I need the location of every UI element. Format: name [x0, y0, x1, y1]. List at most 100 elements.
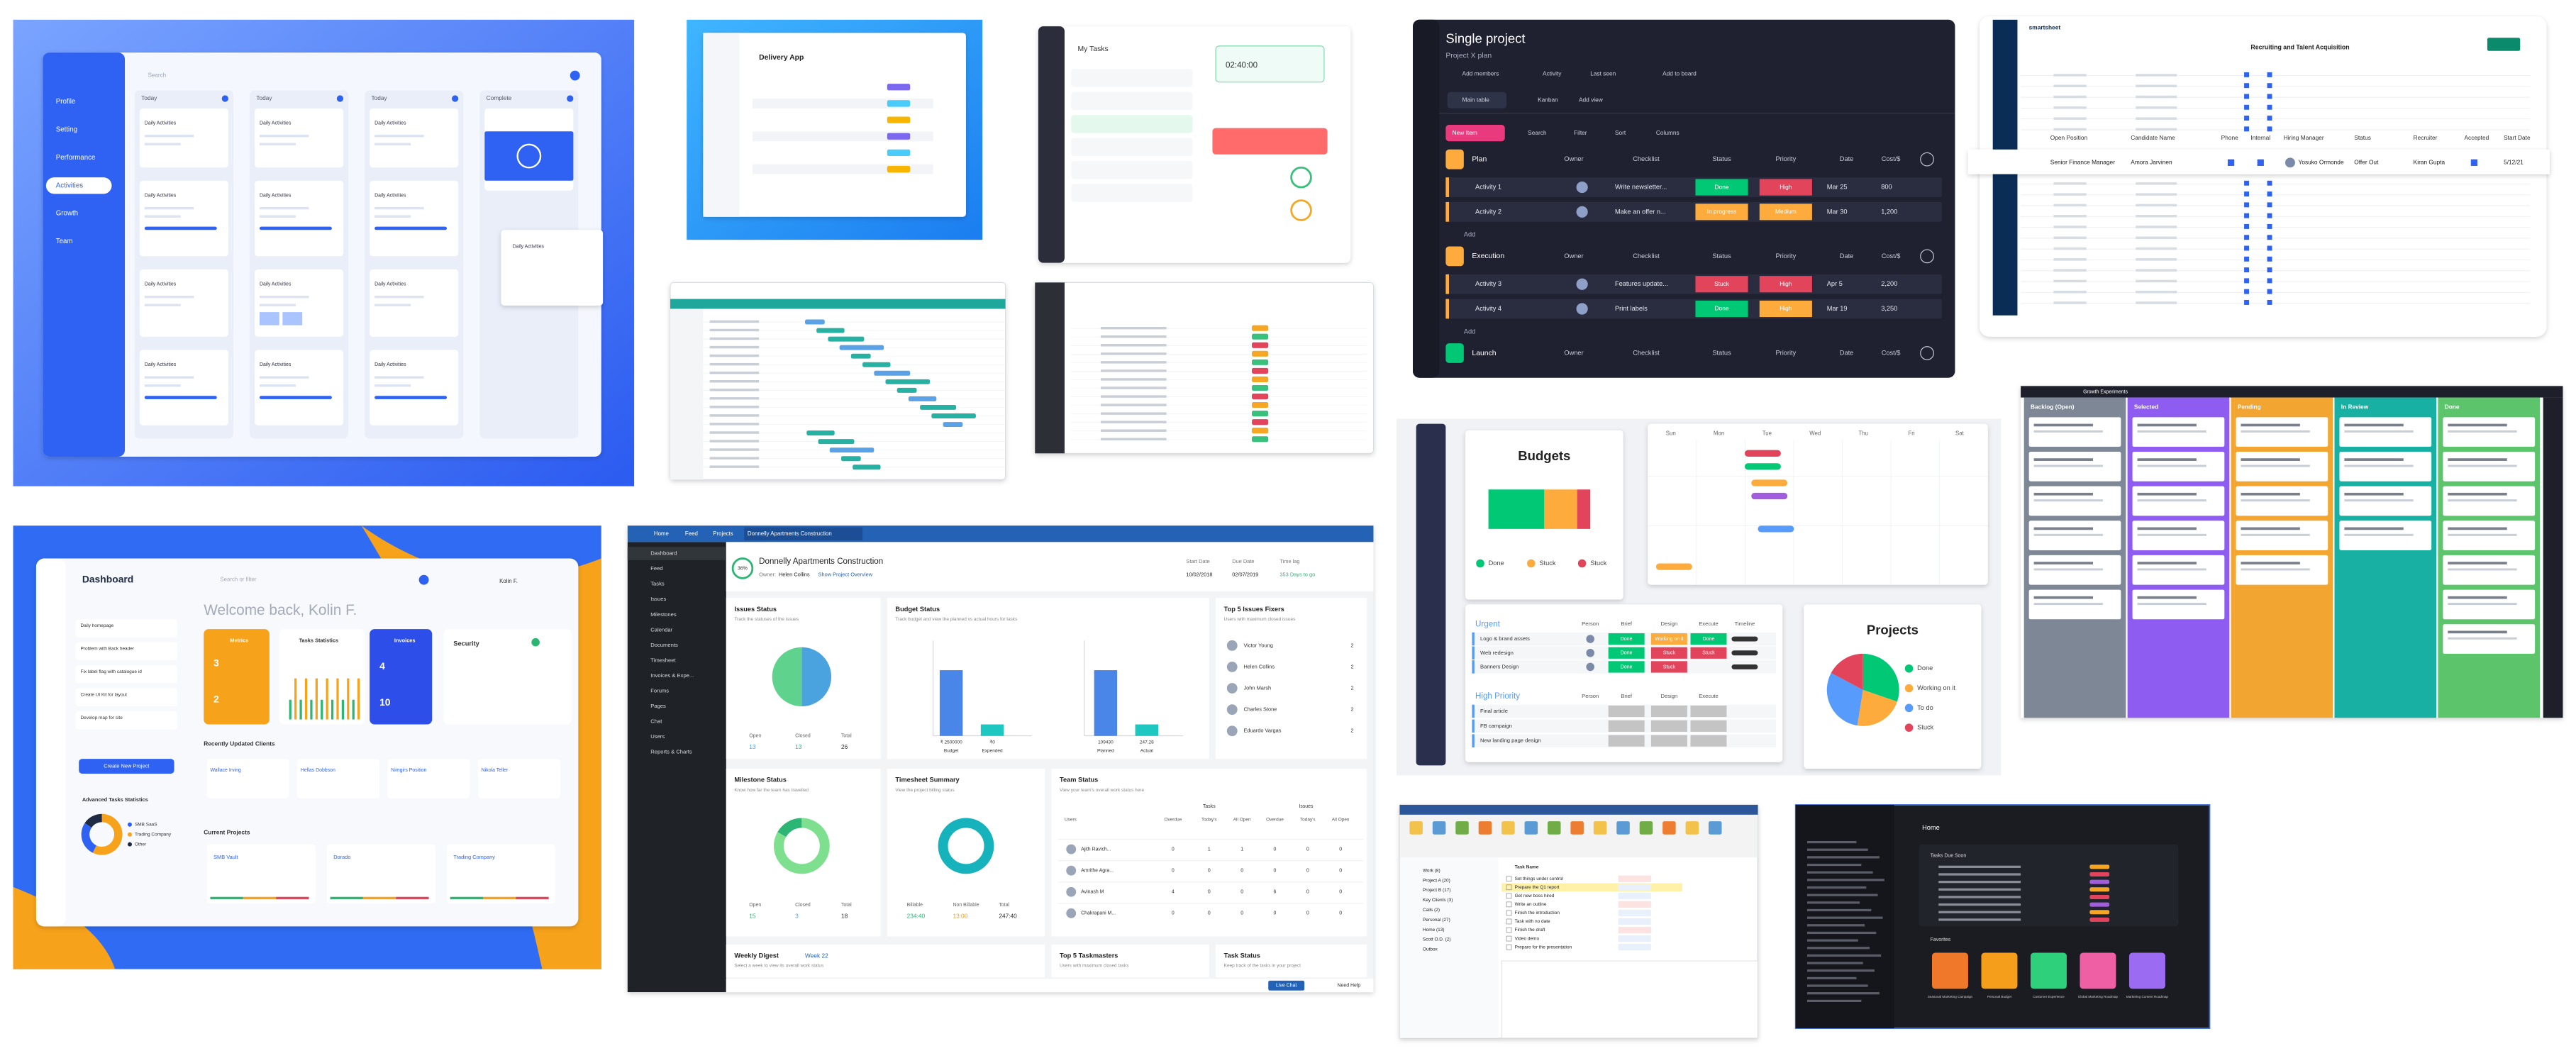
column-header: Execute — [1699, 693, 1719, 699]
menu-item[interactable]: Issues — [650, 596, 666, 602]
cell-placeholder — [2136, 128, 2177, 131]
cell: 0 — [1208, 911, 1211, 916]
help-link[interactable]: Need Help — [1337, 984, 1360, 989]
chat-button[interactable] — [1268, 980, 1305, 991]
nav-item[interactable]: Projects — [713, 530, 733, 537]
action[interactable]: Search — [1528, 129, 1547, 136]
menu-item[interactable]: Documents — [650, 642, 678, 648]
folder: Project A (20) — [1423, 878, 1450, 883]
chart-bar — [347, 678, 350, 720]
checkbox — [2244, 72, 2250, 77]
toolbar-item[interactable]: Add to board — [1662, 69, 1697, 77]
card-subtitle: Users with maximum closed issues — [1224, 617, 1296, 622]
action[interactable]: Columns — [1656, 129, 1680, 136]
menu-item[interactable]: Team — [56, 238, 73, 245]
button-label[interactable]: Live Chat — [1276, 984, 1297, 989]
task-row — [1071, 138, 1193, 157]
card-line — [2241, 464, 2310, 467]
status-cell — [1690, 647, 1727, 659]
empty-cell — [1650, 705, 1687, 718]
new-item-button[interactable] — [1445, 125, 1505, 142]
nav-placeholder — [1806, 931, 1877, 935]
menu-item[interactable]: Setting — [56, 126, 77, 134]
add-row[interactable]: Add — [1464, 231, 1475, 238]
pie-slice — [772, 647, 802, 707]
avatar — [1226, 704, 1238, 716]
create-button[interactable] — [79, 759, 174, 774]
status-cell — [1650, 633, 1687, 645]
view-tab[interactable]: Kanban — [1538, 96, 1558, 104]
menu-item[interactable]: Growth — [56, 210, 78, 218]
card-line — [2344, 527, 2404, 530]
table-row — [1445, 201, 1942, 222]
cell-placeholder — [2053, 236, 2087, 240]
card-line — [2241, 562, 2300, 564]
action[interactable]: Sort — [1615, 129, 1626, 136]
menu-item[interactable]: Reports & Charts — [650, 749, 692, 755]
menu-item[interactable]: Performance — [56, 154, 96, 162]
card-line — [2241, 458, 2300, 461]
add-row[interactable]: Add — [1464, 328, 1475, 335]
button-label[interactable]: Create New Project — [104, 763, 149, 769]
card-line — [374, 384, 411, 387]
task-placeholder — [1938, 888, 2021, 891]
brand: smartsheet — [2029, 24, 2061, 31]
favorite-tile[interactable] — [2080, 952, 2116, 989]
checkbox — [2244, 126, 2250, 132]
gantt-bar — [943, 422, 963, 428]
tag — [2089, 864, 2110, 869]
floating-card — [501, 230, 604, 306]
chart-bar — [289, 699, 292, 720]
column-header: Status — [2354, 134, 2371, 141]
favorite-tile[interactable] — [2030, 952, 2067, 989]
column-header: Today's — [1300, 818, 1316, 823]
weekday: Sun — [1666, 430, 1676, 437]
view-tab[interactable]: Add view — [1579, 96, 1604, 104]
cell: 0 — [1274, 868, 1277, 873]
link[interactable]: Show Project Overview — [818, 572, 873, 578]
person: Victor Young — [1243, 642, 1272, 648]
menu-item[interactable]: Dashboard — [650, 550, 677, 557]
view-tab[interactable]: Main table — [1462, 96, 1490, 104]
donut-segment — [84, 813, 103, 828]
event — [1751, 492, 1788, 500]
favorite-tile[interactable] — [1981, 952, 2018, 989]
menu-item[interactable]: Tasks — [650, 581, 665, 587]
menu-item[interactable]: Invoices & Expe... — [650, 672, 694, 679]
meta-label: Time lag — [1279, 558, 1299, 564]
toolbar-item[interactable]: Activity — [1543, 69, 1562, 77]
menu-item[interactable]: Timesheet — [650, 657, 676, 663]
add-button — [336, 95, 344, 102]
nav-item[interactable]: Feed — [685, 530, 698, 537]
cell-placeholder — [2136, 106, 2177, 109]
nav-item[interactable]: Home — [654, 530, 670, 537]
column-header: Brief — [1621, 620, 1633, 627]
timeline — [1731, 636, 1758, 642]
menu-item[interactable]: Pages — [650, 703, 666, 709]
menu-item[interactable]: Forums — [650, 688, 669, 694]
card — [1051, 944, 1209, 978]
toolbar-item[interactable]: Last seen — [1590, 69, 1616, 77]
ribbon-icon — [1501, 821, 1515, 835]
menu-item[interactable]: Profile — [56, 98, 76, 106]
task-placeholder — [709, 354, 760, 357]
menu-item[interactable]: Chat — [650, 718, 662, 725]
task-row — [1071, 161, 1193, 179]
task-placeholder — [1100, 335, 1167, 338]
button-label[interactable]: New Item — [1453, 129, 1477, 136]
favorite-tile[interactable] — [2128, 952, 2165, 989]
menu-item[interactable]: Calendar — [650, 626, 672, 633]
week-picker[interactable]: Week 22 — [805, 952, 828, 959]
menu-item[interactable]: Activities — [56, 182, 83, 189]
nav-item[interactable]: Donnelly Apartments Construction — [748, 530, 832, 537]
folder: Personal (27) — [1423, 918, 1450, 923]
tile-name: Marketing Content Roadmap — [2126, 995, 2169, 998]
column-header: Overdue — [1266, 818, 1284, 823]
menu-item[interactable]: Feed — [650, 565, 662, 572]
status-cell — [1650, 661, 1687, 673]
menu-item[interactable]: Users — [650, 733, 665, 740]
menu-item[interactable]: Milestones — [650, 611, 677, 618]
favorite-tile[interactable] — [1932, 952, 1968, 989]
toolbar-item[interactable]: Add members — [1462, 69, 1499, 77]
action[interactable]: Filter — [1574, 129, 1587, 136]
